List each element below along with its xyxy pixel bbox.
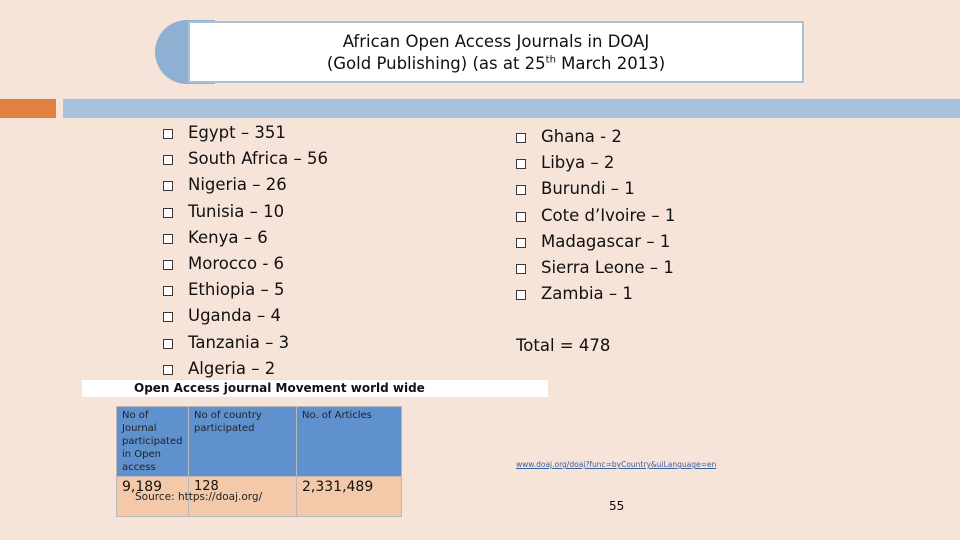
table-row: 9,189 128 2,331,489	[116, 476, 402, 517]
bullet-box-icon	[163, 338, 173, 349]
country-list-right: Ghana - 2 Libya – 2 Burundi – 1 Cote d’I…	[516, 124, 675, 307]
bullet-box-icon	[163, 259, 173, 270]
list-item: Egypt – 351	[163, 120, 328, 146]
bullet-box-icon	[163, 155, 173, 166]
title-line-2: (Gold Publishing) (as at 25th March 2013…	[326, 54, 666, 73]
bullet-box-icon	[516, 159, 526, 170]
list-item: Morocco - 6	[163, 251, 328, 277]
bullet-box-icon	[163, 286, 173, 297]
doaj-link[interactable]: www.doaj.org/doaj?func=byCountry&uiLangu…	[516, 460, 717, 469]
countries-value: 128	[188, 476, 297, 517]
bullet-box-icon	[516, 211, 526, 222]
bullet-box-icon	[163, 312, 173, 323]
list-item: Kenya – 6	[163, 225, 328, 251]
table-header-journals: No of Journal participated in Open acces…	[116, 406, 189, 477]
movement-heading: Open Access journal Movement world wide	[82, 380, 548, 397]
table-header-countries: No of country participated	[188, 406, 297, 477]
list-item: South Africa – 56	[163, 146, 328, 172]
list-item: Ethiopia – 5	[163, 277, 328, 303]
list-item: Tanzania – 3	[163, 330, 328, 356]
slide-title: African Open Access Journals in DOAJ (Go…	[188, 21, 804, 83]
bullet-box-icon	[516, 290, 526, 301]
bullet-box-icon	[516, 185, 526, 196]
list-item: Sierra Leone – 1	[516, 255, 675, 281]
total-count: Total = 478	[516, 336, 611, 355]
list-item: Tunisia – 10	[163, 199, 328, 225]
accent-bar-blue	[63, 99, 960, 118]
bullet-box-icon	[516, 263, 526, 274]
country-list-left: Egypt – 351 South Africa – 56 Nigeria – …	[163, 120, 328, 382]
list-item: Madagascar – 1	[516, 229, 675, 255]
bullet-box-icon	[163, 233, 173, 244]
list-item: Uganda – 4	[163, 303, 328, 329]
source-caption: Source: https://doaj.org/	[135, 491, 263, 503]
list-item: Ghana - 2	[516, 124, 675, 150]
bullet-box-icon	[163, 207, 173, 218]
accent-bar-orange	[0, 99, 56, 118]
page-number: 55	[609, 499, 625, 513]
list-item: Nigeria – 26	[163, 172, 328, 198]
bullet-box-icon	[516, 237, 526, 248]
bullet-box-icon	[516, 133, 526, 143]
list-item: Libya – 2	[516, 150, 675, 176]
list-item: Algeria – 2	[163, 356, 328, 382]
journals-value: 9,189	[116, 476, 189, 517]
title-line-1: African Open Access Journals in DOAJ	[342, 32, 650, 51]
list-item: Cote d’Ivoire – 1	[516, 203, 675, 229]
movement-stats-table: No of Journal participated in Open acces…	[116, 406, 402, 517]
list-item: Zambia – 1	[516, 281, 675, 307]
bullet-box-icon	[163, 129, 173, 139]
table-header-row: No of Journal participated in Open acces…	[116, 406, 402, 477]
table-header-articles: No. of Articles	[296, 406, 402, 477]
list-item: Burundi – 1	[516, 176, 675, 202]
bullet-box-icon	[163, 181, 173, 192]
articles-value: 2,331,489	[296, 476, 402, 517]
bullet-box-icon	[163, 364, 173, 375]
